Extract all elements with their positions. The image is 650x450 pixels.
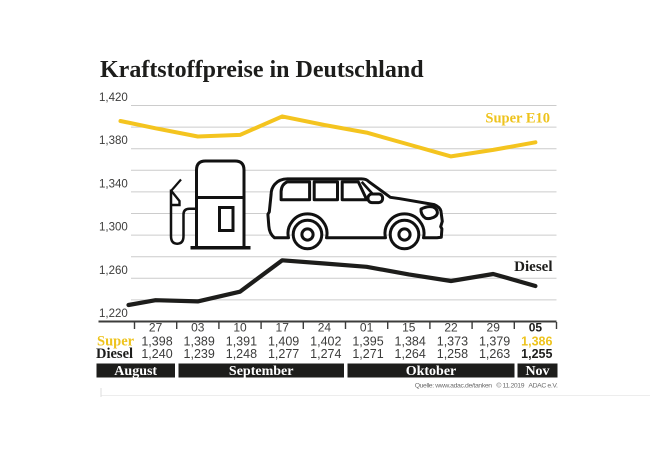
svg-text:1,263: 1,263 [479, 347, 510, 361]
svg-text:Nov: Nov [525, 364, 549, 379]
svg-text:1,379: 1,379 [479, 335, 510, 349]
svg-text:1,409: 1,409 [268, 335, 299, 349]
svg-text:Kraftstoffpreise in Deutschlan: Kraftstoffpreise in Deutschland [100, 57, 424, 83]
svg-text:Diesel: Diesel [514, 259, 552, 275]
svg-text:1,277: 1,277 [268, 347, 299, 361]
svg-text:1,258: 1,258 [437, 347, 468, 361]
svg-text:Diesel: Diesel [96, 346, 133, 362]
svg-text:29: 29 [487, 321, 501, 335]
svg-text:1,398: 1,398 [141, 335, 172, 349]
svg-text:1,402: 1,402 [310, 335, 341, 349]
svg-text:1,220: 1,220 [99, 308, 128, 320]
svg-text:10: 10 [233, 321, 247, 335]
svg-text:1,255: 1,255 [521, 347, 552, 361]
svg-text:1,386: 1,386 [521, 335, 552, 349]
svg-text:05: 05 [529, 321, 543, 335]
svg-text:1,248: 1,248 [226, 347, 257, 361]
svg-text:17: 17 [276, 321, 290, 335]
svg-text:03: 03 [191, 321, 205, 335]
svg-text:1,264: 1,264 [395, 347, 426, 361]
svg-text:1,391: 1,391 [226, 335, 257, 349]
svg-text:1,384: 1,384 [395, 335, 426, 349]
svg-text:Quelle: www.adac.de/tanken ©: Quelle: www.adac.de/tanken © 11.2019 ADA… [415, 381, 558, 389]
svg-text:22: 22 [444, 321, 458, 335]
svg-text:1,389: 1,389 [184, 335, 215, 349]
svg-text:15: 15 [402, 321, 416, 335]
svg-text:1,373: 1,373 [437, 335, 468, 349]
svg-text:1,420: 1,420 [99, 92, 128, 104]
svg-text:Super E10: Super E10 [485, 111, 550, 127]
svg-text:1,240: 1,240 [141, 347, 172, 361]
svg-text:1,300: 1,300 [99, 222, 128, 234]
svg-text:1,380: 1,380 [99, 135, 128, 147]
svg-text:1,340: 1,340 [99, 178, 128, 190]
svg-text:August: August [114, 364, 157, 379]
svg-text:27: 27 [149, 321, 163, 335]
svg-text:Oktober: Oktober [406, 364, 457, 379]
svg-text:1,395: 1,395 [352, 335, 383, 349]
svg-text:1,260: 1,260 [99, 265, 128, 277]
svg-text:1,239: 1,239 [184, 347, 215, 361]
svg-text:Super: Super [97, 334, 135, 350]
svg-text:September: September [229, 364, 294, 379]
svg-text:1,271: 1,271 [352, 347, 383, 361]
svg-text:01: 01 [360, 321, 374, 335]
svg-text:24: 24 [318, 321, 332, 335]
svg-text:1,274: 1,274 [310, 347, 341, 361]
